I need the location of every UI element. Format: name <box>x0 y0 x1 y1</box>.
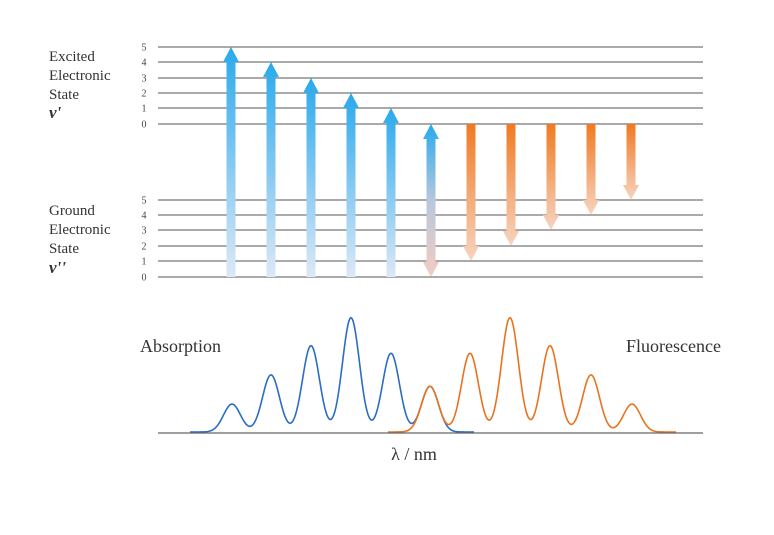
ground-label-line2: Electronic <box>49 222 111 238</box>
fluorescence-arrow <box>503 124 519 246</box>
fluorescence-arrow <box>463 124 479 261</box>
excited-vibrational-levels: 5 4 3 2 1 0 <box>142 43 703 131</box>
absorption-arrow <box>383 108 399 277</box>
excited-label-line1: Excited <box>49 49 95 65</box>
ground-level-label: 2 <box>142 242 147 253</box>
fluorescence-arrow <box>543 124 559 230</box>
ground-level-label: 5 <box>142 196 147 207</box>
excited-level-label: 3 <box>142 74 147 85</box>
absorption-arrow <box>263 62 279 277</box>
ground-level-label: 4 <box>142 211 147 222</box>
absorption-arrow <box>223 47 239 277</box>
fluorescence-spectrum-curve <box>388 316 676 433</box>
ground-state-symbol: ν'' <box>49 258 66 277</box>
excited-state-symbol: ν' <box>49 103 62 122</box>
ground-level-label: 0 <box>142 273 147 284</box>
wavelength-axis-label: λ / nm <box>391 444 437 464</box>
excited-level-label: 2 <box>142 89 147 100</box>
excited-level-label: 4 <box>142 58 147 69</box>
ground-label-line1: Ground <box>49 203 95 219</box>
fluorescence-arrow <box>623 124 639 200</box>
absorption-arrow <box>303 78 319 277</box>
excited-level-label: 1 <box>142 104 147 115</box>
ground-level-label: 3 <box>142 226 147 237</box>
absorption-spectrum-curve <box>190 316 474 433</box>
absorption-arrow <box>343 93 359 277</box>
fluorescence-arrow <box>583 124 599 215</box>
absorption-arrow <box>423 124 439 277</box>
absorption-arrows <box>223 47 439 277</box>
excited-label-line2: Electronic <box>49 68 111 84</box>
excited-label-line3: State <box>49 87 79 103</box>
excited-level-label: 5 <box>142 43 147 54</box>
absorption-label: Absorption <box>140 336 221 356</box>
ground-vibrational-levels: 5 4 3 2 1 0 <box>142 196 703 284</box>
excited-level-label: 0 <box>142 120 147 131</box>
ground-level-label: 1 <box>142 257 147 268</box>
ground-label-line3: State <box>49 241 79 257</box>
ground-state-label: Ground Electronic State ν'' <box>49 203 111 277</box>
fluorescence-arrows <box>463 124 639 261</box>
fluorescence-label: Fluorescence <box>626 336 721 356</box>
excited-state-label: Excited Electronic State ν' <box>49 49 111 122</box>
